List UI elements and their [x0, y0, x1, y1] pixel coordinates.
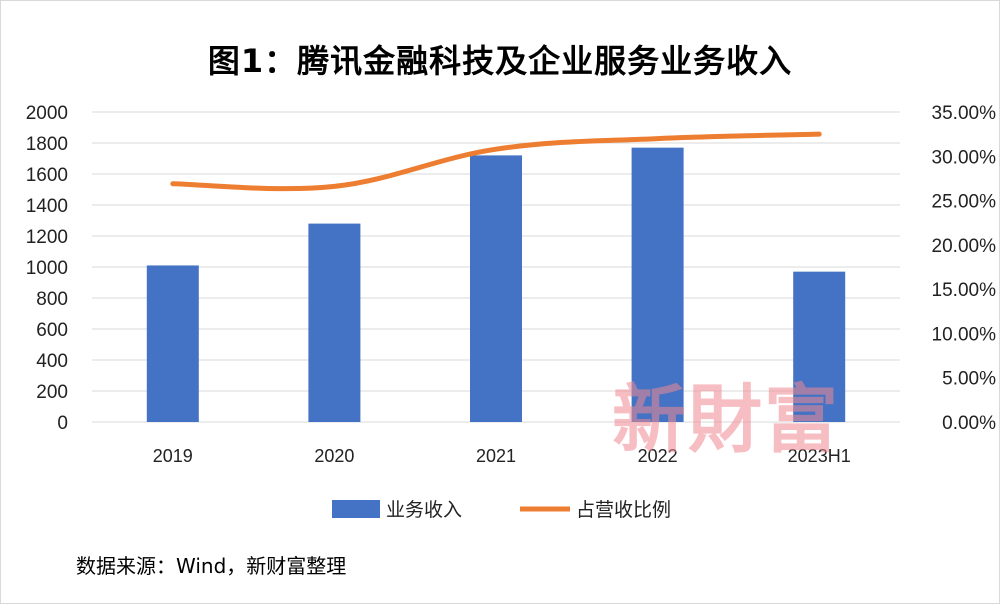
right-tick-label: 20.00%: [932, 236, 997, 257]
left-tick-label: 1600: [26, 165, 68, 186]
chart-title: 图1：腾讯金融科技及企业服务业务收入: [207, 42, 793, 80]
line-series: [170, 131, 822, 192]
x-tick-label: 2022: [638, 446, 678, 466]
left-tick-label: 2000: [26, 103, 68, 124]
legend-label-bar: 业务收入: [386, 499, 462, 521]
bar-2022: [631, 147, 684, 422]
legend-label-line: 占营收比例: [576, 499, 671, 521]
right-tick-label: 30.00%: [932, 147, 997, 168]
left-tick-label: 1000: [26, 258, 68, 279]
source-note: 数据来源：Wind，新财富整理: [76, 554, 347, 578]
bar-2019: [146, 265, 199, 422]
left-tick-label: 400: [36, 351, 68, 372]
right-axis-ticks: 0.00% 5.00% 10.00% 15.00% 20.00% 25.00% 30.00%…: [932, 103, 997, 434]
left-tick-label: 1800: [26, 134, 68, 155]
right-tick-label: 0.00%: [942, 413, 996, 434]
bar-2020: [308, 223, 361, 422]
watermark-logo: 新財富: [612, 377, 840, 463]
right-tick-label: 15.00%: [932, 280, 997, 301]
left-tick-label: 1200: [26, 227, 68, 248]
left-axis-ticks: 0 200 400 600 800 1000 1200 1400 1600 1800 2000: [26, 103, 68, 434]
left-tick-label: 600: [36, 320, 68, 341]
x-tick-label: 2020: [314, 446, 354, 466]
left-tick-label: 1400: [26, 196, 68, 217]
right-tick-label: 35.00%: [932, 103, 997, 124]
x-tick-label: 2021: [476, 446, 516, 466]
left-tick-label: 200: [36, 382, 68, 403]
legend: 业务收入 占营收比例: [332, 499, 671, 521]
bar-2023H1: [793, 271, 846, 422]
legend-swatch-bar: [332, 500, 380, 518]
x-tick-label: 2023H1: [788, 446, 851, 466]
right-tick-label: 25.00%: [932, 192, 997, 213]
right-tick-label: 10.00%: [932, 324, 997, 345]
left-tick-label: 800: [36, 289, 68, 310]
x-axis-labels: 2019 2020 2021 2022 2023H1: [153, 446, 851, 466]
right-tick-label: 5.00%: [942, 369, 996, 390]
bar-series: [146, 147, 846, 422]
bar-2021: [470, 155, 522, 422]
x-tick-label: 2019: [153, 446, 193, 466]
left-tick-label: 0: [57, 413, 68, 434]
